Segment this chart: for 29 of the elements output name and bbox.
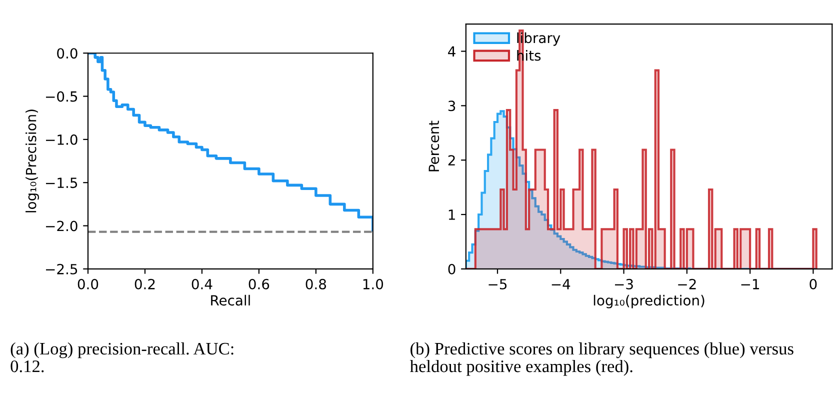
x-tick-label: −4 [552, 279, 570, 290]
y-axis-title: Percent [428, 120, 440, 172]
y-tick-label: −1.5 [46, 178, 78, 188]
y-tick-label: −0.5 [46, 91, 78, 102]
x-tick-label: −2 [678, 278, 696, 290]
x-tick-label: 0.6 [248, 278, 270, 290]
x-tick-label: 0.2 [134, 278, 155, 290]
x-tick-label: −1 [741, 279, 760, 290]
text: (b) Predictive scores on library sequences (blue) versus heldout positive examples (red). [410, 342, 794, 376]
y-tick-label: 1 [448, 210, 455, 220]
x-tick-label: 1.0 [363, 278, 384, 290]
x-axis-title: Recall [211, 294, 250, 306]
y-tick-label: −1.0 [46, 134, 78, 145]
x-tick-label: 0 [810, 278, 817, 290]
x-tick-label: 0.4 [192, 278, 212, 290]
y-tick-label: 3 [448, 100, 456, 112]
y-tick-label: 4 [448, 46, 456, 57]
y-tick-label: 0.0 [57, 48, 78, 59]
text: (a) (Log) precision-recall. AUC: 0.12. [10, 342, 234, 372]
y-tick-label: −2.5 [46, 264, 78, 274]
x-axis-title: log₁₀(prediction) [594, 294, 704, 308]
y-axis-title: log₁₀(Precision) [26, 110, 39, 212]
x-tick-label: −3 [615, 278, 633, 290]
x-tick-label: −5 [488, 279, 507, 290]
x-tick-label: 0.8 [306, 278, 326, 290]
y-tick-label: 0 [448, 264, 456, 274]
y-tick-label: 2 [448, 155, 455, 166]
y-tick-label: −2.0 [46, 220, 78, 232]
x-tick-label: 0.0 [78, 278, 98, 290]
